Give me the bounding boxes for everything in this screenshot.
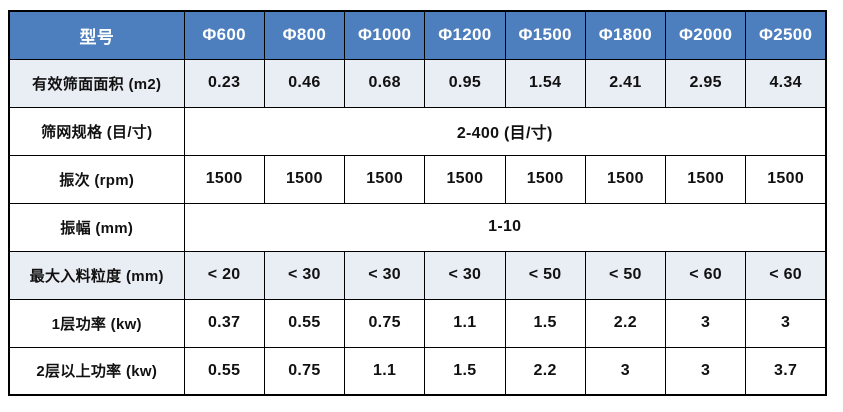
spec-row-power-multi-deck: 2层以上功率 (kw) 0.55 0.75 1.1 1.5 2.2 3 3 3.… <box>8 346 827 396</box>
spec-value-cell: 2.41 <box>584 58 667 108</box>
spec-label-cell: 振次 (rpm) <box>8 154 185 204</box>
model-header-cell: Φ1200 <box>424 10 506 60</box>
spec-row-power-single-deck: 1层功率 (kw) 0.37 0.55 0.75 1.1 1.5 2.2 3 3 <box>8 298 827 348</box>
spec-value-cell: 1500 <box>183 154 265 204</box>
spec-value-cell: 0.23 <box>183 58 265 108</box>
spec-value-cell: 0.55 <box>183 346 265 396</box>
spec-value-cell: 1.5 <box>424 346 506 396</box>
spec-row-max-feed-size: 最大入料粒度 (mm) < 20 < 30 < 30 < 30 < 50 < 5… <box>8 250 827 300</box>
spec-value-cell: < 30 <box>343 250 426 300</box>
model-header-cell: Φ600 <box>183 10 265 60</box>
spec-label-cell: 筛网规格 (目/寸) <box>8 106 185 156</box>
spec-row-screen-area: 有效筛面面积 (m2) 0.23 0.46 0.68 0.95 1.54 2.4… <box>8 58 827 108</box>
model-header-label: 型号 <box>8 10 185 60</box>
merged-value-cell: 2-400 (目/寸) <box>183 106 827 156</box>
spec-value-cell: 1.1 <box>424 298 506 348</box>
spec-value-cell: 0.68 <box>343 58 426 108</box>
spec-label-cell: 最大入料粒度 (mm) <box>8 250 185 300</box>
model-header-cell: Φ1500 <box>504 10 586 60</box>
spec-value-cell: 0.46 <box>263 58 346 108</box>
spec-table: 型号 Φ600 Φ800 Φ1000 Φ1200 Φ1500 Φ1800 Φ20… <box>8 10 827 396</box>
spec-value-cell: 1.5 <box>504 298 586 348</box>
spec-label-cell: 有效筛面面积 (m2) <box>8 58 185 108</box>
spec-value-cell: 1.1 <box>343 346 426 396</box>
spec-value-cell: 3.7 <box>745 346 827 396</box>
spec-value-cell: 0.75 <box>263 346 346 396</box>
model-header-cell: Φ1000 <box>343 10 426 60</box>
spec-value-cell: 3 <box>664 298 747 348</box>
spec-value-cell: 3 <box>664 346 747 396</box>
spec-value-cell: 2.2 <box>504 346 586 396</box>
spec-value-cell: < 20 <box>183 250 265 300</box>
spec-value-cell: < 50 <box>584 250 667 300</box>
spec-value-cell: < 30 <box>263 250 346 300</box>
spec-label-cell: 1层功率 (kw) <box>8 298 185 348</box>
spec-value-cell: < 60 <box>664 250 747 300</box>
spec-value-cell: 1500 <box>504 154 586 204</box>
spec-value-cell: 0.75 <box>343 298 426 348</box>
spec-value-cell: 3 <box>584 346 667 396</box>
model-header-cell: Φ1800 <box>584 10 667 60</box>
spec-row-amplitude: 振幅 (mm) 1-10 <box>8 202 827 252</box>
model-header-cell: Φ2500 <box>745 10 827 60</box>
header-row: 型号 Φ600 Φ800 Φ1000 Φ1200 Φ1500 Φ1800 Φ20… <box>8 10 827 60</box>
model-header-cell: Φ800 <box>263 10 346 60</box>
spec-value-cell: 0.55 <box>263 298 346 348</box>
spec-value-cell: < 30 <box>424 250 506 300</box>
spec-value-cell: 2.2 <box>584 298 667 348</box>
merged-value-cell: 1-10 <box>183 202 827 252</box>
spec-label-cell: 2层以上功率 (kw) <box>8 346 185 396</box>
model-header-cell: Φ2000 <box>664 10 747 60</box>
spec-value-cell: 1500 <box>343 154 426 204</box>
spec-value-cell: 3 <box>745 298 827 348</box>
spec-value-cell: 1.54 <box>504 58 586 108</box>
spec-value-cell: 1500 <box>584 154 667 204</box>
spec-label-cell: 振幅 (mm) <box>8 202 185 252</box>
spec-value-cell: 1500 <box>263 154 346 204</box>
spec-value-cell: 0.37 <box>183 298 265 348</box>
spec-value-cell: 1500 <box>424 154 506 204</box>
spec-value-cell: 1500 <box>664 154 747 204</box>
spec-value-cell: 1500 <box>745 154 827 204</box>
spec-row-vibration-frequency: 振次 (rpm) 1500 1500 1500 1500 1500 1500 1… <box>8 154 827 204</box>
spec-value-cell: 0.95 <box>424 58 506 108</box>
spec-value-cell: 4.34 <box>745 58 827 108</box>
spec-row-mesh-spec: 筛网规格 (目/寸) 2-400 (目/寸) <box>8 106 827 156</box>
spec-value-cell: < 50 <box>504 250 586 300</box>
spec-value-cell: < 60 <box>745 250 827 300</box>
spec-value-cell: 2.95 <box>664 58 747 108</box>
